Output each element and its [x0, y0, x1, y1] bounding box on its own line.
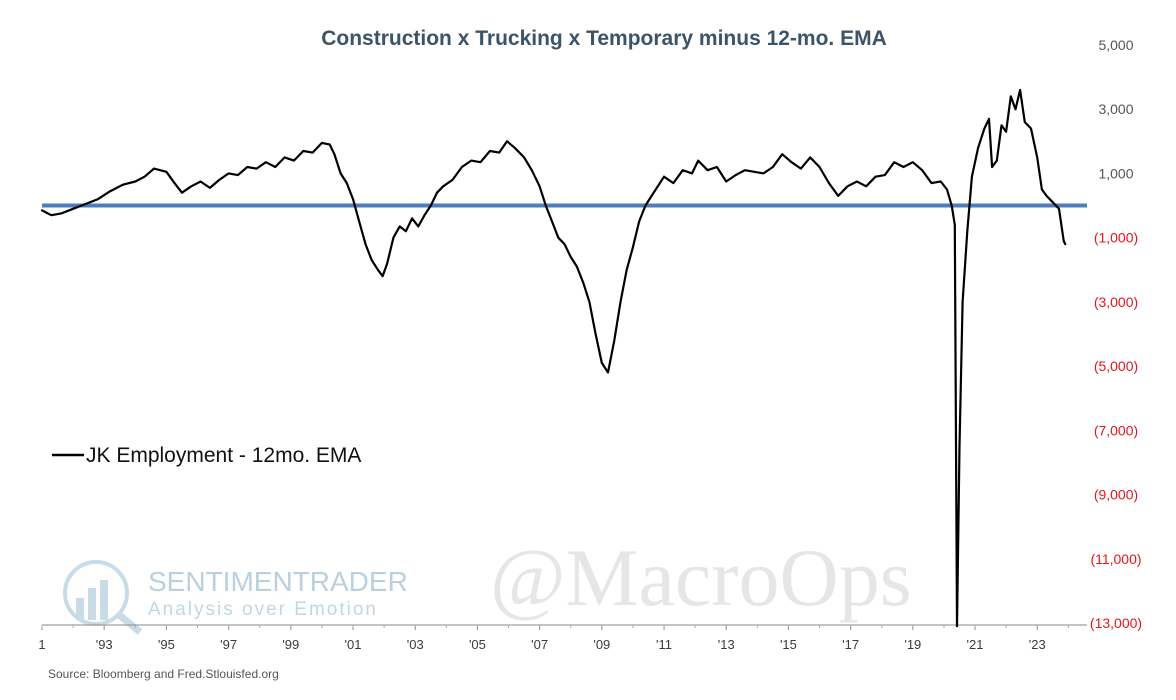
x-tick-label: '13	[718, 637, 735, 652]
x-tick-label: '21	[967, 637, 984, 652]
x-tick-label: '97	[220, 637, 237, 652]
y-tick-label: (9,000)	[1094, 487, 1138, 503]
watermark-group: SENTIMENTRADER Analysis over Emotion @Ma…	[63, 532, 912, 635]
source-note: Source: Bloomberg and Fred.Stlouisfed.or…	[48, 667, 279, 681]
x-tick-label: '01	[345, 637, 362, 652]
watermark-brand: SENTIMENTRADER	[148, 566, 408, 597]
x-tick-label: '99	[282, 637, 299, 652]
watermark-handle: @MacroOps	[490, 532, 912, 623]
y-axis-ticks: 5,000 3,000 1,000 (1,000) (3,000) (5,000) (7,0…	[1090, 37, 1142, 631]
x-tick-label: '95	[158, 637, 175, 652]
y-tick-label: (11,000)	[1090, 551, 1141, 567]
series-line-0	[40, 88, 1067, 628]
y-tick-label: (3,000)	[1094, 294, 1138, 310]
y-tick-label: 1,000	[1098, 165, 1133, 181]
x-tick-label: '07	[531, 637, 548, 652]
x-tick-label: '19	[904, 637, 921, 652]
legend: JK Employment - 12mo. EMA	[52, 444, 361, 467]
x-tick-label: 1	[38, 637, 45, 652]
chart-title: Construction x Trucking x Temporary minu…	[321, 27, 887, 50]
y-tick-label: (13,000)	[1090, 615, 1142, 631]
y-tick-label: 3,000	[1098, 101, 1133, 117]
x-tick-label: '09	[593, 637, 610, 652]
y-tick-label: (7,000)	[1094, 422, 1138, 438]
y-tick-label: (5,000)	[1094, 358, 1138, 374]
series-group	[40, 88, 1067, 628]
x-axis: 1 '93 '95 '97 '99 '01 '03 '05 '07 '09 '11 '13 '15 '17…	[38, 624, 1087, 652]
legend-label: JK Employment - 12mo. EMA	[86, 444, 361, 467]
y-tick-label: 5,000	[1098, 37, 1133, 53]
x-tick-label: '15	[780, 637, 797, 652]
x-tick-label: '17	[842, 637, 859, 652]
x-tick-label: '23	[1029, 637, 1046, 652]
sentimentrader-logo-icon	[63, 560, 143, 635]
x-tick-label: '93	[96, 637, 113, 652]
x-tick-label: '05	[469, 637, 486, 652]
x-tick-label: '11	[656, 637, 672, 652]
watermark-tagline: Analysis over Emotion	[148, 599, 378, 620]
y-tick-label: (1,000)	[1094, 230, 1138, 246]
x-tick-label: '03	[407, 637, 424, 652]
